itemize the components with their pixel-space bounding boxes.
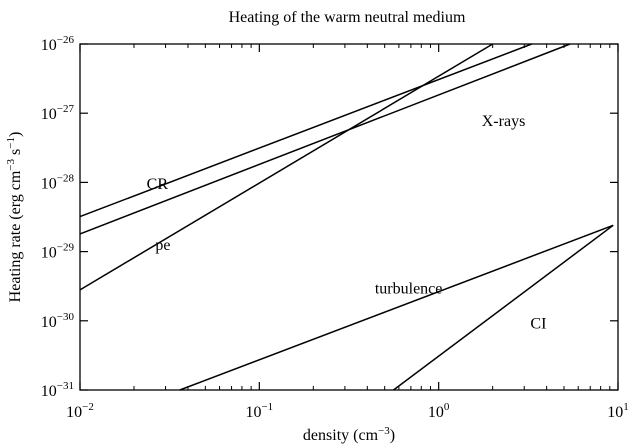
series-line-cr (79, 43, 532, 218)
y-tick-label: 10−31 (41, 380, 74, 400)
series-labels: CR X-rays pe turbulence CI (147, 113, 547, 332)
series-line-pe (79, 43, 494, 291)
chart-title: Heating of the warm neutral medium (229, 9, 466, 26)
series-line-x-rays (79, 43, 571, 235)
x-tick-label: 10−1 (245, 401, 273, 421)
series-line-ci (393, 224, 614, 391)
series-label-pe: pe (155, 237, 170, 254)
y-tick-label: 10−26 (41, 34, 75, 54)
x-tick-label: 101 (607, 401, 629, 421)
x-tick-label: 100 (428, 401, 450, 421)
y-tick-label: 10−27 (41, 103, 75, 123)
axis-ticks (79, 43, 619, 391)
series-label-turbulence: turbulence (375, 280, 443, 297)
x-tick-label: 10−2 (66, 401, 94, 421)
series-label-x-rays: X-rays (482, 113, 526, 130)
series-line-turbulence (179, 224, 614, 391)
tick-labels: 10−2 10−1 100 101 10−31 10−30 10−29 10−28 10−27 1… (41, 34, 629, 421)
series-label-ci: CI (530, 315, 546, 332)
plot-frame (79, 43, 619, 391)
y-tick-label: 10−30 (41, 311, 75, 331)
x-axis-label: density (cm−3) (303, 425, 395, 444)
y-tick-label: 10−29 (41, 242, 75, 262)
series-label-cr: CR (147, 176, 169, 193)
y-axis-label: Heating rate (erg cm−3 s−1) (5, 132, 24, 303)
series-lines (79, 43, 614, 391)
y-tick-label: 10−28 (41, 172, 75, 192)
